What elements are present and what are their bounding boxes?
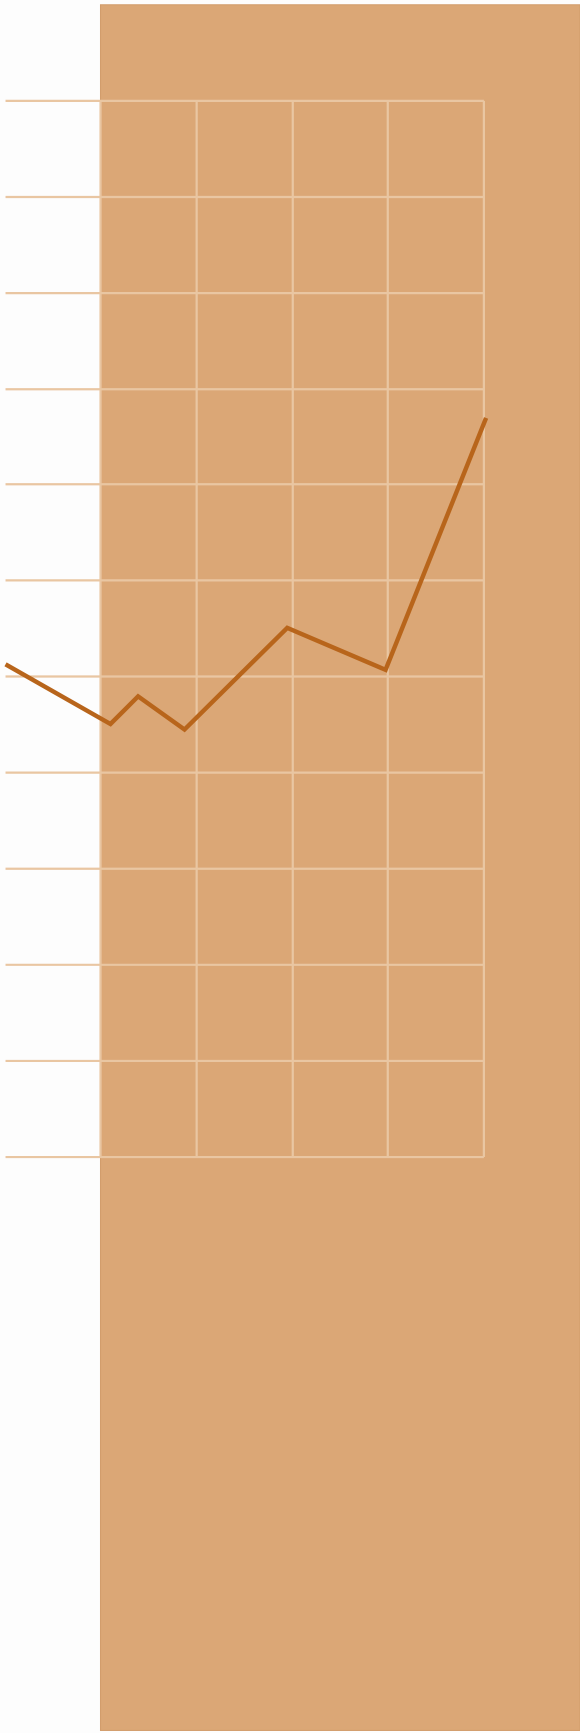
trend-line <box>4 417 489 733</box>
grid <box>5 99 485 1159</box>
